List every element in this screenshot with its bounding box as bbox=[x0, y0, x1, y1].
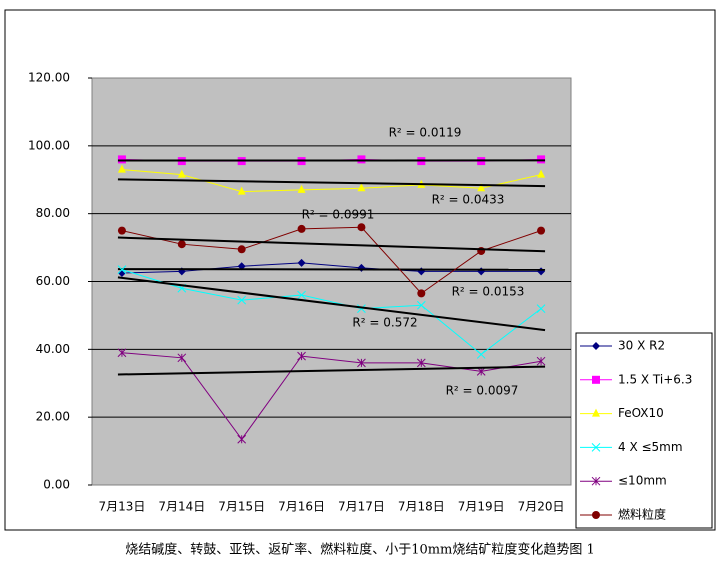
x-tick-label: 7月17日 bbox=[338, 500, 385, 514]
y-tick-label: 20.00 bbox=[36, 410, 70, 424]
r-squared-label: R² = 0.0153 bbox=[452, 285, 525, 299]
x-tick-label: 7月18日 bbox=[398, 500, 445, 514]
y-tick-label: 40.00 bbox=[36, 342, 70, 356]
x-tick-label: 7月19日 bbox=[458, 500, 505, 514]
data-point bbox=[357, 223, 365, 231]
r-squared-label: R² = 0.0097 bbox=[446, 384, 519, 398]
x-tick-label: 7月16日 bbox=[278, 500, 325, 514]
legend-label: 1.5 X Ti+6.3 bbox=[618, 372, 692, 386]
y-tick-label: 0.00 bbox=[43, 478, 70, 492]
y-tick-label: 60.00 bbox=[36, 274, 70, 288]
data-point bbox=[537, 227, 545, 235]
y-tick-label: 100.00 bbox=[28, 138, 70, 152]
r-squared-label: R² = 0.0991 bbox=[302, 208, 375, 222]
r-squared-label: R² = 0.572 bbox=[352, 316, 417, 330]
data-point bbox=[298, 225, 306, 233]
legend-label: 燃料粒度 bbox=[618, 507, 666, 522]
legend-label: 30 X R2 bbox=[618, 339, 665, 353]
legend bbox=[576, 333, 712, 528]
legend-marker bbox=[592, 511, 600, 519]
x-tick-label: 7月20日 bbox=[518, 500, 565, 514]
y-tick-label: 80.00 bbox=[36, 206, 70, 220]
r-squared-label: R² = 0.0433 bbox=[432, 193, 505, 207]
trendline bbox=[118, 269, 545, 270]
legend-label: FeOX10 bbox=[618, 406, 664, 420]
data-point bbox=[118, 227, 126, 235]
legend-marker bbox=[592, 376, 600, 384]
x-tick-label: 7月14日 bbox=[158, 500, 205, 514]
x-tick-label: 7月15日 bbox=[218, 500, 265, 514]
data-point bbox=[178, 240, 186, 248]
legend-label: ≤10mm bbox=[618, 474, 667, 488]
data-point bbox=[238, 245, 246, 253]
x-tick-label: 7月13日 bbox=[98, 500, 145, 514]
caption: 烧结碱度、转鼓、亚铁、返矿率、燃料粒度、小于10mm烧结矿粒度变化趋势图 1 bbox=[125, 542, 595, 558]
y-tick-label: 120.00 bbox=[28, 71, 70, 85]
r-squared-label: R² = 0.0119 bbox=[389, 126, 462, 140]
legend-label: 4 X ≤5mm bbox=[618, 440, 683, 454]
data-point bbox=[417, 289, 425, 297]
data-point bbox=[118, 155, 126, 163]
data-point bbox=[357, 155, 365, 163]
